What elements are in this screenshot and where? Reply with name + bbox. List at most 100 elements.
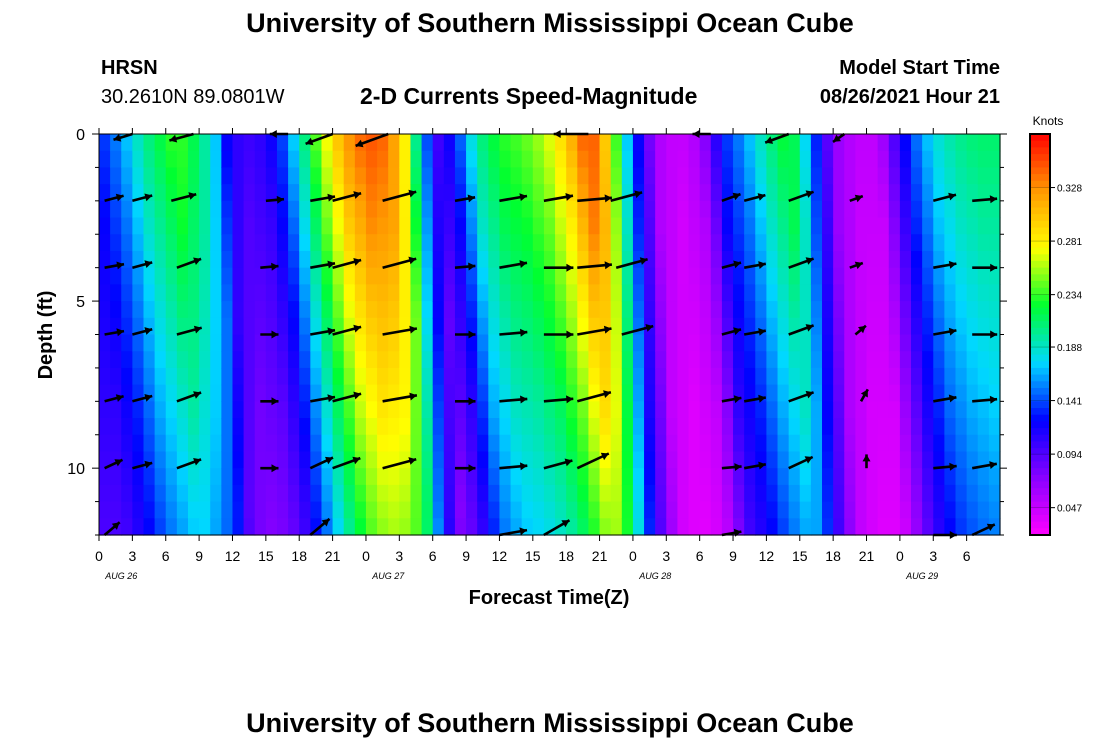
heatmap-cell	[276, 384, 289, 402]
heatmap-cell	[321, 200, 334, 219]
heatmap-cell	[265, 167, 278, 185]
heatmap-cell	[721, 301, 734, 319]
heatmap-cell	[744, 184, 756, 202]
heatmap-cell	[666, 234, 679, 252]
heatmap-cell	[610, 317, 623, 336]
heatmap-cell	[844, 434, 856, 453]
heatmap-cell	[421, 468, 434, 486]
heatmap-cell	[777, 401, 790, 419]
heatmap-cell	[488, 501, 501, 519]
heatmap-cell	[777, 250, 790, 269]
station-name: HRSN	[101, 57, 158, 79]
heatmap-cell	[154, 384, 167, 402]
heatmap-cell	[599, 134, 612, 152]
heatmap-cell	[365, 434, 378, 453]
heatmap-cell	[132, 434, 145, 453]
heatmap-cell	[577, 217, 590, 235]
heatmap-cell	[410, 267, 423, 285]
heatmap-cell	[788, 317, 801, 336]
heatmap-cell	[877, 217, 890, 235]
heatmap-cell	[577, 451, 590, 469]
heatmap-cell	[221, 367, 234, 386]
heatmap-cell	[610, 401, 623, 419]
heatmap-cell	[488, 484, 501, 503]
heatmap-cell	[154, 200, 167, 219]
heatmap-cell	[488, 284, 501, 302]
heatmap-cell	[477, 317, 489, 336]
heatmap-cell	[988, 234, 1001, 252]
heatmap-cell	[176, 150, 189, 169]
heatmap-cell	[899, 301, 912, 319]
heatmap-cell	[243, 334, 256, 352]
heatmap-cell	[610, 384, 623, 402]
heatmap-cell	[688, 284, 701, 302]
heatmap-cell	[421, 351, 434, 369]
heatmap-cell	[733, 134, 745, 152]
heatmap-cell	[988, 434, 1001, 453]
heatmap-cell	[799, 384, 812, 402]
heatmap-cell	[399, 434, 412, 453]
heatmap-cell	[855, 200, 868, 219]
heatmap-cell	[588, 501, 601, 519]
heatmap-cell	[187, 250, 200, 269]
heatmap-cell	[299, 184, 311, 202]
heatmap-cell	[799, 317, 812, 336]
heatmap-cell	[477, 351, 489, 369]
heatmap-cell	[566, 484, 578, 503]
heatmap-cell	[143, 484, 156, 503]
heatmap-cell	[866, 401, 879, 419]
heatmap-cell	[899, 150, 912, 169]
x-tick-label: 15	[525, 548, 541, 564]
heatmap-cell	[288, 217, 300, 235]
heatmap-cell	[922, 351, 934, 369]
chart-subtitle: 2-D Currents Speed-Magnitude	[360, 83, 698, 109]
heatmap-cell	[310, 284, 323, 302]
x-tick-label: 6	[696, 548, 704, 564]
heatmap-cell	[421, 200, 434, 219]
heatmap-cell	[99, 317, 111, 336]
heatmap-cell	[210, 250, 222, 269]
heatmap-cell	[899, 484, 912, 503]
heatmap-cell	[99, 167, 111, 185]
page-title: University of Southern Mississippi Ocean…	[246, 8, 854, 38]
heatmap-cell	[677, 484, 690, 503]
heatmap-cell	[143, 351, 156, 369]
heatmap-cell	[265, 367, 278, 386]
heatmap-cell	[866, 301, 879, 319]
heatmap-cell	[688, 367, 701, 386]
heatmap-cell	[799, 184, 812, 202]
heatmap-cell	[855, 284, 868, 302]
heatmap-cell	[432, 518, 445, 536]
heatmap-cell	[443, 200, 456, 219]
heatmap-cell	[488, 317, 501, 336]
heatmap-cell	[343, 284, 356, 302]
heatmap-cell	[321, 501, 334, 519]
heatmap-cell	[221, 317, 234, 336]
heatmap-cell	[499, 468, 512, 486]
heatmap-cell	[388, 301, 400, 319]
heatmap-cell	[243, 501, 256, 519]
heatmap-cell	[922, 167, 934, 185]
heatmap-cell	[454, 217, 467, 235]
heatmap-cell	[110, 234, 122, 252]
current-vector	[176, 257, 202, 269]
heatmap-cell	[855, 184, 868, 202]
heatmap-cell	[866, 150, 879, 169]
heatmap-cell	[788, 167, 801, 185]
heatmap-cell	[688, 401, 701, 419]
heatmap-cell	[710, 501, 723, 519]
heatmap-cell	[276, 518, 289, 536]
heatmap-cell	[933, 284, 945, 302]
heatmap-cell	[154, 434, 167, 453]
heatmap-cell	[354, 217, 367, 235]
heatmap-cell	[187, 434, 200, 453]
heatmap-cell	[388, 351, 400, 369]
heatmap-cell	[254, 284, 267, 302]
heatmap-cell	[955, 434, 968, 453]
heatmap-cell	[566, 217, 578, 235]
heatmap-cell	[343, 384, 356, 402]
heatmap-cell	[899, 267, 912, 285]
heatmap-cell	[966, 501, 979, 519]
heatmap-cell	[899, 134, 912, 152]
heatmap-cell	[477, 384, 489, 402]
